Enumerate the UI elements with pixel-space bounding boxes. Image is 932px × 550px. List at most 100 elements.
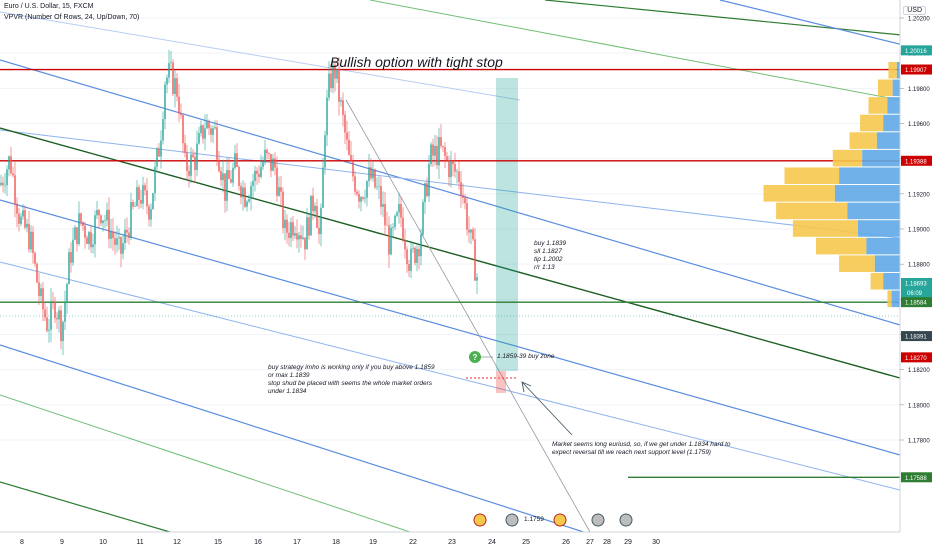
candle-body (234, 153, 236, 168)
candle-body (128, 232, 130, 238)
volume-bar-up (887, 97, 900, 114)
candle-body (274, 158, 276, 168)
candle-body (426, 183, 428, 197)
candle-body (198, 133, 200, 144)
x-tick-label: 9 (60, 539, 64, 546)
candle-body (42, 288, 44, 310)
candle-body (322, 167, 324, 208)
volume-bar-up (866, 237, 900, 255)
candle-body (8, 156, 10, 170)
event-icon[interactable] (473, 513, 487, 527)
candle-body (50, 301, 52, 330)
indicator-label[interactable]: VPVR (Number Of Rows, 24, Up/Down, 70) (4, 14, 140, 21)
price-label-box (901, 352, 932, 363)
question-icon[interactable] (469, 351, 481, 363)
price-label: 1.18693 (905, 281, 927, 287)
candle-body (450, 161, 452, 178)
candle-body (162, 119, 164, 141)
candle-body (300, 235, 302, 239)
market-note: Market seems long euriusd, so, if we get… (552, 441, 731, 456)
candle-body (458, 171, 460, 182)
candle-body (36, 263, 38, 283)
candle-body (88, 232, 90, 245)
candle-body (168, 63, 170, 78)
candle-body (46, 317, 48, 331)
candle-body (202, 125, 204, 139)
x-tick-label: 26 (562, 539, 570, 546)
candle-body (428, 164, 430, 197)
event-icon[interactable] (505, 513, 519, 527)
candle-body (124, 229, 126, 244)
candle-body (420, 234, 422, 257)
volume-bar-down (839, 255, 875, 272)
candle-body (248, 199, 250, 202)
y-tick-label: 1.18000 (908, 403, 930, 409)
candle-body (454, 164, 456, 172)
candle-body (434, 145, 436, 156)
candle-body (396, 212, 398, 216)
candle-body (438, 137, 440, 166)
symbol-title[interactable]: Euro / U.S. Dollar, 15, FXCM (4, 3, 94, 10)
event-icon[interactable] (553, 513, 567, 527)
candle-body (188, 170, 190, 176)
volume-bar-down (877, 79, 893, 97)
volume-bar-down (784, 167, 840, 185)
y-tick-label: 1.18200 (908, 368, 930, 374)
price-candles (0, 49, 478, 355)
volume-bar-up (896, 61, 900, 79)
candle-body (12, 173, 14, 176)
annotation-arrow-head (521, 381, 532, 393)
candle-body (444, 147, 446, 157)
price-label-box (901, 472, 932, 483)
candle-body (82, 222, 84, 226)
candle-body (136, 187, 138, 207)
candle-body (384, 204, 386, 226)
candle-body (448, 159, 450, 178)
candle-body (386, 225, 388, 226)
currency-badge[interactable]: USD (903, 6, 926, 15)
y-tick-label: 1.18800 (908, 263, 930, 269)
candle-body (38, 282, 40, 296)
event-icon[interactable] (591, 513, 605, 527)
candle-body (156, 148, 158, 167)
candle-body (416, 248, 418, 263)
candle-body (122, 243, 124, 254)
candle-body (146, 190, 148, 207)
candle-body (370, 167, 372, 179)
event-icon[interactable] (619, 513, 633, 527)
candle-body (292, 222, 294, 236)
candle-body (314, 205, 316, 212)
volume-bar-up (883, 272, 900, 290)
candle-body (310, 195, 312, 236)
x-tick-labels: 8 9 10 11 12 15 16 17 18 19 22 23 24 25 26 27 28 29 30 (20, 539, 660, 546)
volume-bar-up (839, 167, 900, 185)
candle-body (336, 69, 338, 79)
candle-body (226, 170, 228, 201)
candle-body (196, 143, 198, 171)
candle-body (392, 226, 394, 228)
candle-body (70, 252, 72, 263)
candle-body (216, 127, 218, 160)
candle-body (194, 156, 196, 171)
candle-body (116, 238, 118, 245)
volume-bar-down (868, 97, 888, 114)
candle-body (264, 149, 266, 163)
candle-body (60, 310, 62, 342)
candle-body (282, 191, 284, 229)
y-tick-label: 1.20200 (908, 17, 930, 23)
price-levels (0, 68, 900, 478)
grid (0, 17, 900, 441)
candle-body (90, 232, 92, 248)
candle-body (180, 113, 182, 116)
candle-body (380, 186, 382, 207)
candle-body (142, 185, 144, 204)
candle-body (212, 128, 214, 135)
channel-line-blue (0, 199, 901, 456)
candle-body (112, 231, 114, 239)
candle-body (232, 167, 234, 183)
candle-body (346, 132, 348, 140)
candle-body (106, 209, 108, 221)
x-tick-label: 22 (409, 539, 417, 546)
candle-body (266, 149, 268, 154)
